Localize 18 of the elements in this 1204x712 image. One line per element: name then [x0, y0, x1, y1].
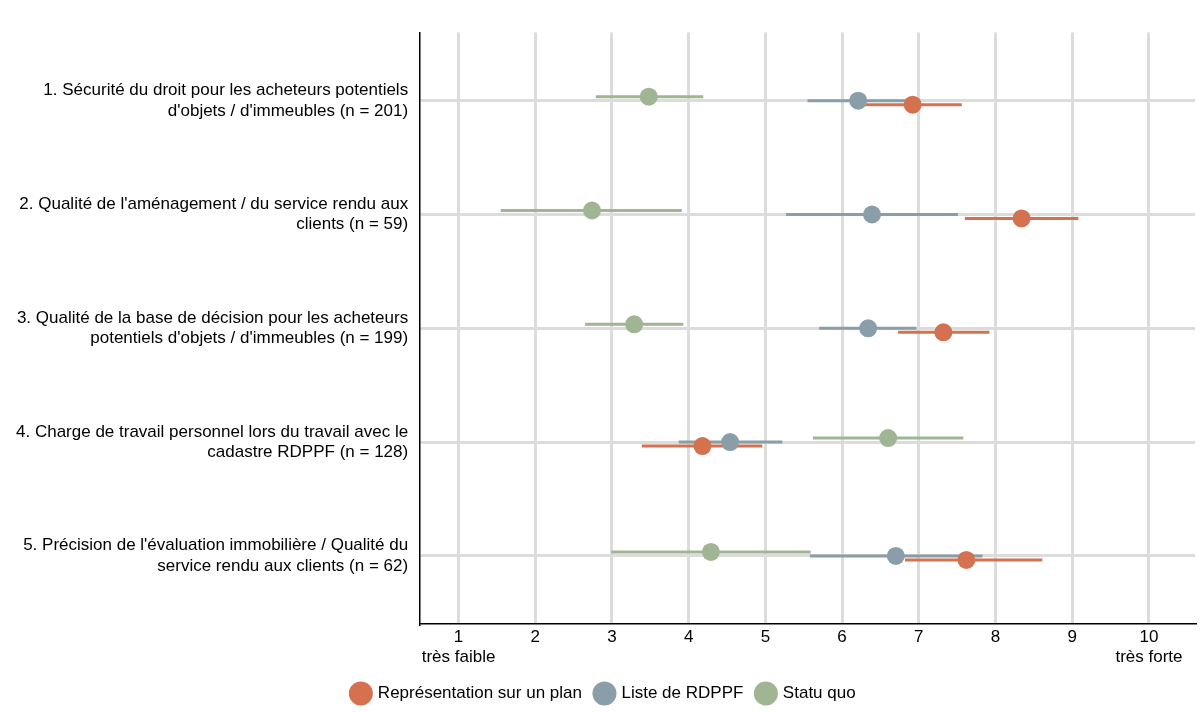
y-tick-label: 4. Charge de travail personnel lors du travail avec le cadastre RDPPF (n = 128): [16, 421, 409, 461]
x-tick-label: 7: [914, 627, 924, 647]
legend-label: Représentation sur un plan: [377, 683, 582, 703]
legend-label: Liste de RDPPF: [621, 683, 744, 703]
x-tick-label: 5: [760, 627, 771, 647]
x-tick-label: 4: [683, 627, 694, 647]
x-tick-label: 9: [1067, 627, 1077, 647]
x-tick-label: 10 très forte: [1115, 627, 1183, 667]
x-tick-label: 1 très faible: [421, 627, 496, 667]
y-tick-label: 5. Précision de l'évaluation immobilière / Qualité du service rendu aux clients (n = 62): [23, 535, 409, 575]
y-tick-label: 3. Qualité de la base de décision pour les acheteurs potentiels d'objets / d'immeubles (n = 199): [16, 307, 409, 348]
y-tick-label: 2. Qualité de l'aménagement / du service rendu aux clients (n = 59): [19, 193, 409, 234]
legend-label: Statu quo: [782, 683, 856, 703]
x-tick-label: 8: [990, 627, 1001, 647]
y-tick-label: 1. Sécurité du droit pour les acheteurs potentiels d'objets / d'immeubles (n = 201): [43, 80, 409, 120]
x-tick-label: 3: [607, 627, 617, 647]
x-tick-label: 6: [837, 627, 847, 647]
x-tick-label: 2: [530, 627, 540, 647]
